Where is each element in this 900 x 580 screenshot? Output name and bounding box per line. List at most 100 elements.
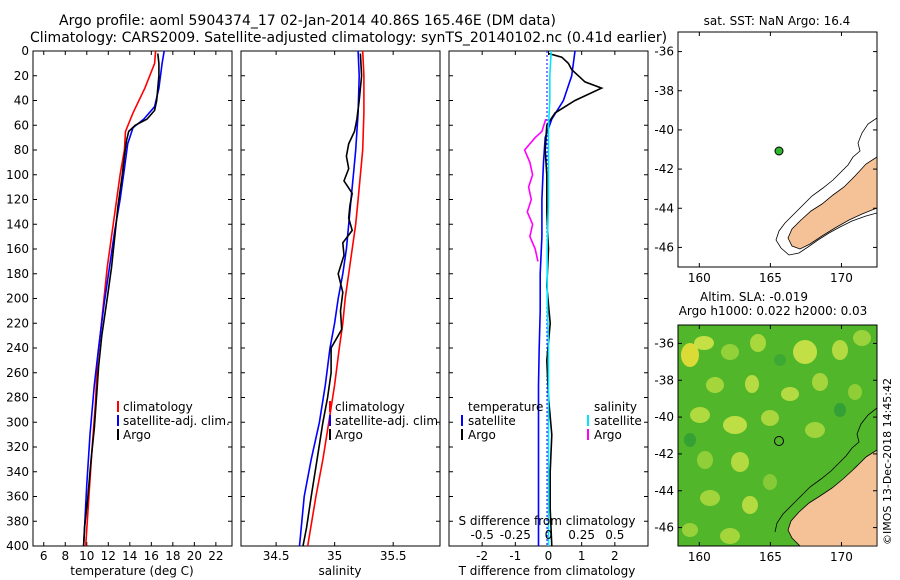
legend-satellite-label: satellite-adj. clim. [335,414,442,428]
depth-tick-label: 380 [6,514,29,528]
s-difference-tick-label: 0.5 [605,528,624,542]
lat-tick-label: -46 [654,521,674,535]
series-line-temperature-argo [544,52,604,546]
series-line-temperature-satellite [537,51,576,546]
difference-lines [523,51,604,546]
x-tick-label: 12 [101,549,116,563]
sla-south-island-land [787,449,877,546]
legend-sal-satellite-label: satellite [594,414,642,428]
lat-tick-label: -38 [654,373,674,387]
depth-tick-label: 400 [6,539,29,553]
lon-tick-label: 165 [759,271,782,285]
depth-ticks: 0 20 40 60 80 100 120 140 160 180 200 220 240 260 280 3… [6,44,232,553]
x-tick-label: -1 [509,549,521,563]
legend-sal-argo-label: Argo [594,428,622,442]
legend-climatology-label: climatology [123,400,193,414]
depth-tick-label: 120 [6,193,29,207]
salinity-depth-ticks [241,50,440,547]
depth-tick-label: 280 [6,391,29,405]
x-tick-label: 18 [165,549,180,563]
argo-location-marker [774,146,784,156]
x-tick-label: 14 [122,549,137,563]
sla-blob [682,523,698,537]
sla-map-lat-ticks: -36 -38 -40 -42 -44 -46 [654,336,877,535]
series-line-salinity-satellite [546,51,552,546]
copyright-stamp: ©IMOS 13-Dec-2018 14:45:42 [881,378,894,545]
sla-blob [681,343,699,367]
x-tick-label: 34.5 [263,549,290,563]
lat-tick-label: -46 [654,240,674,254]
figure-title-line1: Argo profile: aoml 5904374_17 02-Jan-201… [59,13,556,29]
x-tick-label: 1 [578,549,586,563]
sla-blob [781,387,799,401]
sla-blob [832,340,848,360]
depth-tick-label: 220 [6,316,29,330]
sla-blob [763,474,777,490]
difference-depth-ticks [449,50,648,547]
t-difference-xlabel: T difference from climatology [458,564,636,578]
south-island-land [787,156,877,250]
sla-blob [761,410,779,426]
x-tick-label: 20 [187,549,202,563]
salinity-panel: 34.5 35 35.5 salinity climatology satellit… [240,50,442,578]
sla-blob [694,336,714,350]
depth-tick-label: 300 [6,415,29,429]
lat-tick-label: -42 [654,447,674,461]
difference-panel: -2 -1 0 1 2 S difference from climatology -0… [448,50,649,578]
lat-tick-label: -40 [654,123,674,137]
s-difference-label: S difference from climatology [459,514,636,528]
sla-heatmap [681,330,877,546]
x-tick-label: 0 [545,549,553,563]
lon-tick-label: 160 [688,271,711,285]
lat-tick-label: -40 [654,410,674,424]
temperature-lines [82,51,165,546]
sst-map-panel: sat. SST: NaN Argo: 16.4 -36 -38 -40 -42 -44… [654,14,878,285]
depth-tick-label: 100 [6,168,29,182]
sla-argo-location-marker [774,436,784,446]
coastline-outline [775,117,877,256]
sla-blob [723,416,747,434]
series-line-argo [82,53,160,546]
x-tick-label: -2 [476,549,488,563]
sla-blob [745,375,759,393]
lat-tick-label: -44 [654,201,674,215]
depth-tick-label: 160 [6,242,29,256]
sla-blob [700,490,720,506]
sla-blob [805,422,825,438]
lat-tick-label: -38 [654,84,674,98]
figure-title-line2: Climatology: CARS2009. Satellite-adjuste… [30,30,667,46]
x-tick-label: 8 [61,549,69,563]
depth-tick-label: 200 [6,292,29,306]
lat-tick-label: -36 [654,45,674,59]
lat-tick-label: -36 [654,336,674,350]
sla-blob [793,340,817,364]
x-tick-label: 16 [144,549,159,563]
depth-tick-label: 20 [14,69,29,83]
sst-map-title: sat. SST: NaN Argo: 16.4 [704,14,851,28]
lon-tick-label: 170 [830,271,853,285]
legend-argo-label: Argo [335,428,363,442]
legend-temp-satellite-label: satellite [468,414,516,428]
x-tick-label: 2 [611,549,619,563]
salinity-axes-box [240,50,441,547]
depth-tick-label: 320 [6,440,29,454]
series-line-salinity-argo [523,118,547,262]
sla-blob [742,496,758,514]
sla-map-panel: Altim. SLA: -0.019 Argo h1000: 0.022 h20… [654,290,878,564]
s-difference-tick-labels: -0.5 -0.25 0 0.25 0.5 [470,528,624,542]
sla-blob [684,433,696,447]
x-tick-label: 35 [327,549,342,563]
depth-tick-label: 180 [6,267,29,281]
legend-climatology-label: climatology [335,400,405,414]
x-tick-label: 35.5 [380,549,407,563]
depth-tick-label: 40 [14,94,29,108]
s-difference-tick-label: -0.5 [470,528,493,542]
depth-tick-label: 140 [6,217,29,231]
sla-blob [706,377,724,393]
legend-temperature-title: temperature [468,400,543,414]
legend-argo-label: Argo [123,428,151,442]
series-line-satellite-adj-clim [298,51,361,546]
legend-temp-argo-label: Argo [468,428,496,442]
temperature-xlabel: temperature (deg C) [70,564,193,578]
